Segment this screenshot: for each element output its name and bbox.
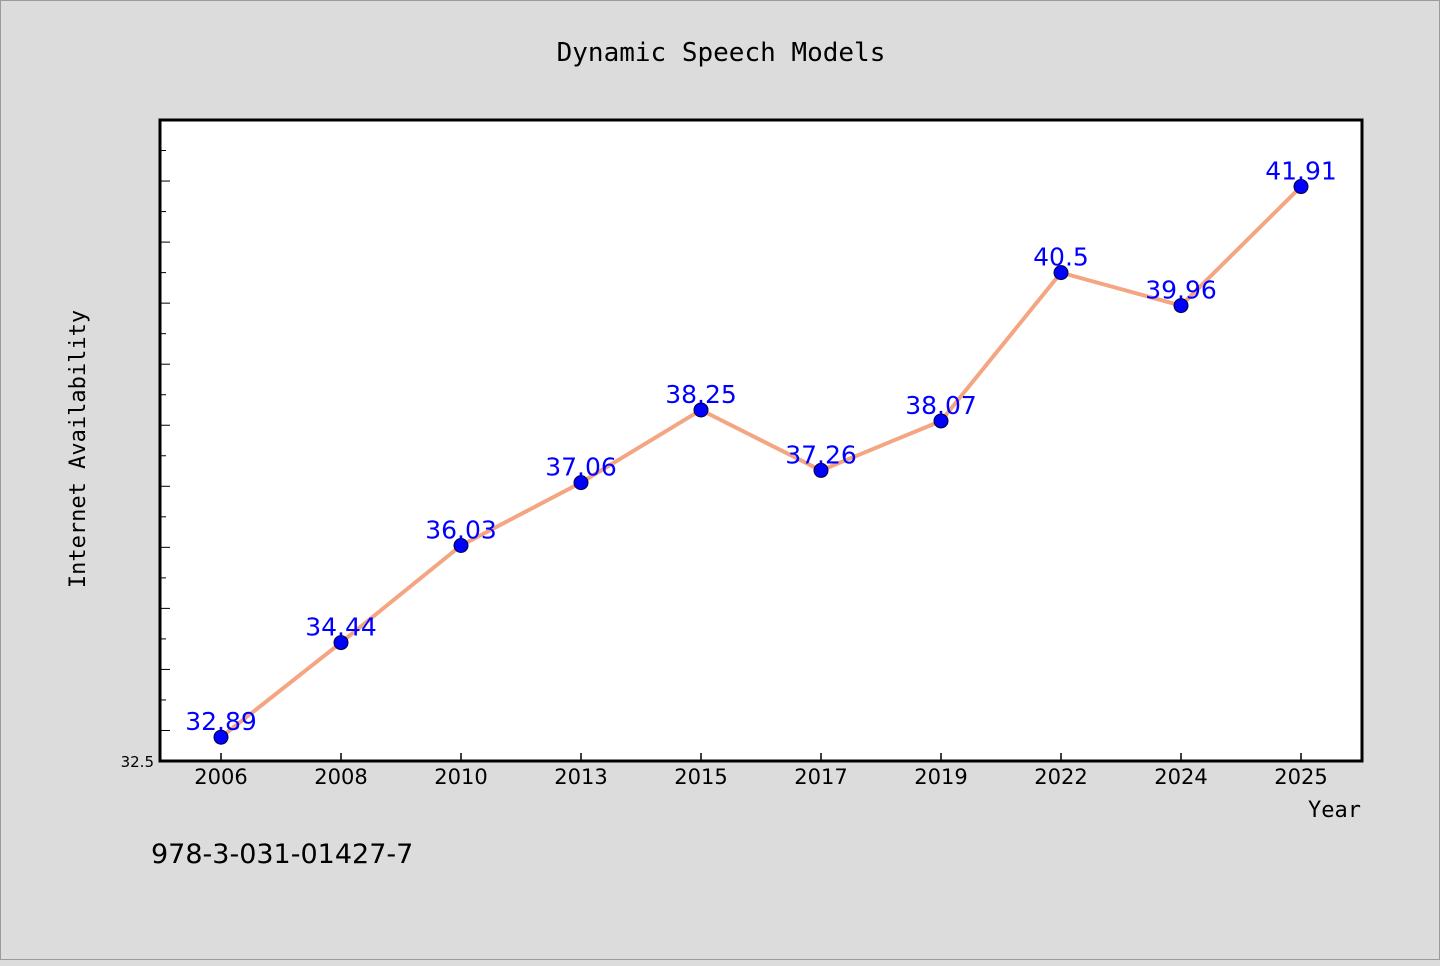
data-point: [573, 475, 589, 491]
y-axis-label: Internet Availability: [66, 310, 91, 588]
data-point: [333, 635, 349, 651]
data-label: 32.89: [185, 707, 257, 736]
data-point: [933, 413, 949, 429]
x-tick-label: 2013: [554, 765, 607, 789]
x-tick-label: 2008: [314, 765, 367, 789]
y-axis-min-label: 32.5: [121, 753, 154, 771]
x-tick-label: 2025: [1274, 765, 1327, 789]
data-label: 37.26: [785, 440, 857, 469]
data-point: [453, 538, 469, 554]
data-point: [1293, 179, 1309, 195]
data-label: 34.44: [305, 613, 377, 642]
data-point: [1053, 265, 1069, 281]
data-label: 41.91: [1265, 157, 1337, 186]
x-tick-label: 2006: [194, 765, 247, 789]
isbn-footnote: 978-3-031-01427-7: [151, 839, 413, 870]
x-tick-label: 2019: [914, 765, 967, 789]
data-label: 39.96: [1145, 276, 1217, 305]
x-tick-label: 2017: [794, 765, 847, 789]
x-tick-label: 2010: [434, 765, 487, 789]
data-label: 40.5: [1033, 243, 1089, 272]
data-point: [213, 729, 229, 745]
data-label: 37.06: [545, 453, 617, 482]
y-axis-ticks: [160, 119, 170, 762]
chart-title: Dynamic Speech Models: [557, 38, 886, 68]
x-tick-label: 2024: [1154, 765, 1207, 789]
x-tick-label: 2015: [674, 765, 727, 789]
data-label: 38.25: [665, 380, 737, 409]
data-point: [1173, 298, 1189, 314]
data-label: 38.07: [905, 391, 977, 420]
data-point: [813, 462, 829, 478]
data-label: 36.03: [425, 516, 497, 545]
x-axis-ticks: [220, 753, 1302, 761]
x-tick-label: 2022: [1034, 765, 1087, 789]
data-point: [693, 402, 709, 418]
series-markers: [213, 179, 1309, 745]
series-line: [219, 185, 1303, 739]
x-axis-label: Year: [1308, 798, 1361, 823]
x-axis-tick-labels: 2006 2008 2010 2013 2015 2017 2019 2022 2024 2025: [194, 765, 1327, 789]
data-labels: 32.89 34.44 36.03 37.06 38.25 37.26 38.07 40.5 3…: [185, 157, 1337, 737]
